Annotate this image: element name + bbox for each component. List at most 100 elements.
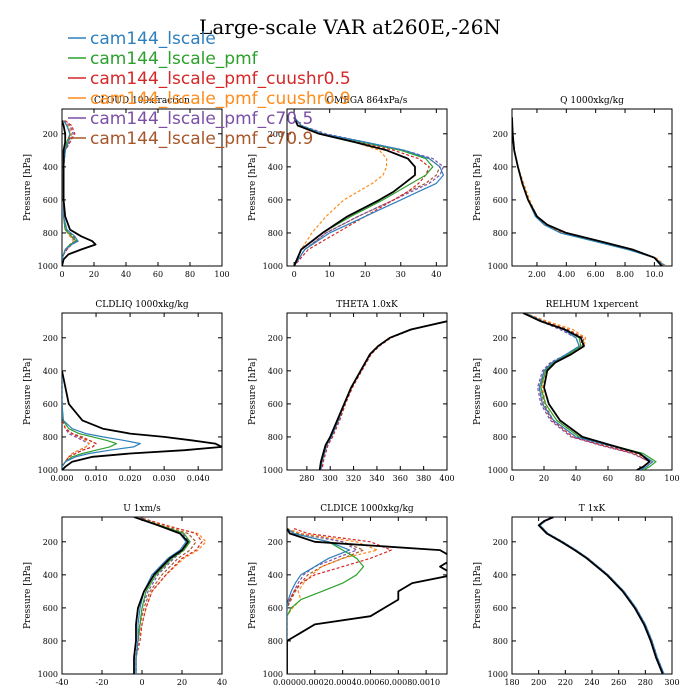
- x-tick-label: 40: [121, 270, 131, 279]
- plot-frame: [511, 312, 673, 471]
- series-line: [135, 517, 191, 674]
- panel-title: CLDLIQ 1000xkg/kg: [95, 300, 189, 310]
- x-tick-label: 380: [416, 474, 431, 483]
- x-tick-label: -40: [56, 678, 69, 687]
- y-tick-label: 1000: [263, 262, 283, 271]
- x-tick-label: 300: [323, 474, 338, 483]
- x-tick-label: 320: [346, 474, 361, 483]
- y-axis-label: Pressure [hPa]: [473, 358, 483, 425]
- x-tick-label: 20: [360, 270, 370, 279]
- x-tick-label: 0.020: [119, 474, 142, 483]
- x-tick-label: 260: [611, 678, 626, 687]
- series-group: [318, 320, 447, 470]
- series-line: [287, 528, 378, 674]
- series-group: [62, 120, 97, 266]
- series-line: [522, 313, 651, 470]
- y-tick-label: 1000: [488, 466, 508, 475]
- x-tick-label: 0: [292, 270, 297, 279]
- series-line: [320, 320, 447, 470]
- x-tick-label: 4.00: [557, 270, 575, 279]
- x-tick-label: 10: [325, 270, 335, 279]
- y-axis-label: Pressure [hPa]: [473, 562, 483, 629]
- x-tick-label: 180: [504, 678, 519, 687]
- x-tick-label: 0.000: [51, 474, 74, 483]
- series-group: [537, 517, 665, 674]
- series-line: [293, 116, 444, 266]
- y-tick-label: 400: [493, 367, 508, 376]
- y-tick-label: 400: [268, 571, 283, 580]
- y-tick-label: 800: [43, 229, 58, 238]
- plot-frame: [61, 108, 223, 267]
- y-tick-label: 400: [493, 571, 508, 580]
- y-tick-label: 600: [43, 400, 58, 409]
- panel-title: CLOUD 100xfraction: [94, 96, 190, 106]
- series-line: [135, 517, 207, 674]
- series-line: [512, 117, 663, 266]
- y-tick-label: 200: [43, 538, 58, 547]
- series-line: [287, 528, 365, 674]
- y-tick-label: 1000: [488, 670, 508, 679]
- series-line: [287, 528, 365, 674]
- x-tick-label: -20: [96, 678, 109, 687]
- series-line: [287, 528, 351, 674]
- y-tick-label: 200: [43, 334, 58, 343]
- x-tick-label: 0.0002: [301, 678, 329, 687]
- panel-2: OMEGA 864xPa/s 200 400 600 800 1000 0 10 20 30 40 P…: [248, 96, 448, 279]
- y-tick-label: 600: [268, 400, 283, 409]
- y-tick-label: 1000: [263, 670, 283, 679]
- x-tick-label: 0.0006: [356, 678, 384, 687]
- series-line: [287, 528, 358, 674]
- x-tick-label: 40: [431, 270, 441, 279]
- panel-7: U 1xm/s 200 400 600 800 1000-40 -20 0 20 40 Pressu…: [23, 504, 227, 687]
- x-tick-label: 0.0008: [384, 678, 412, 687]
- series-line: [135, 517, 197, 674]
- y-tick-label: 800: [493, 637, 508, 646]
- y-tick-label: 200: [268, 130, 283, 139]
- y-tick-label: 800: [268, 433, 283, 442]
- x-tick-label: 200: [531, 678, 546, 687]
- y-tick-label: 800: [268, 229, 283, 238]
- x-tick-label: 300: [664, 678, 679, 687]
- y-axis-label: Pressure [hPa]: [248, 562, 258, 629]
- y-axis-label: Pressure [hPa]: [23, 562, 33, 629]
- x-tick-label: 20: [539, 474, 549, 483]
- x-tick-label: 8.00: [616, 270, 634, 279]
- series-line: [512, 117, 666, 266]
- y-tick-label: 800: [43, 433, 58, 442]
- x-tick-label: 40: [217, 678, 227, 687]
- y-tick-label: 800: [43, 637, 58, 646]
- y-tick-label: 800: [268, 637, 283, 646]
- x-tick-label: 0.0010: [412, 678, 440, 687]
- y-tick-label: 200: [493, 130, 508, 139]
- panel-title: U 1xm/s: [123, 504, 161, 514]
- x-tick-label: 0: [59, 270, 64, 279]
- series-group: [133, 517, 207, 674]
- y-tick-label: 600: [493, 196, 508, 205]
- plot-frame: [286, 312, 448, 471]
- y-tick-label: 1000: [38, 466, 58, 475]
- y-tick-label: 1000: [263, 466, 283, 475]
- x-tick-label: 60: [153, 270, 163, 279]
- y-tick-label: 200: [493, 538, 508, 547]
- panel-title: CLDICE 1000xkg/kg: [320, 504, 414, 514]
- x-tick-label: 0.030: [153, 474, 176, 483]
- panel-title: THETA 1.0xK: [336, 300, 398, 310]
- x-tick-label: 340: [369, 474, 384, 483]
- panel-title: T 1xK: [579, 504, 606, 514]
- panel-title: Q 1000xkg/kg: [560, 96, 624, 106]
- x-tick-label: 10.0: [645, 270, 663, 279]
- x-tick-label: 0: [139, 678, 144, 687]
- y-tick-label: 400: [268, 367, 283, 376]
- y-tick-label: 200: [43, 130, 58, 139]
- y-tick-label: 1000: [38, 262, 58, 271]
- x-tick-label: 40: [571, 474, 581, 483]
- series-line: [512, 117, 666, 266]
- x-tick-label: 0.010: [85, 474, 108, 483]
- series-line: [512, 117, 667, 266]
- legend: cam144_lscalecam144_lscale_pmfcam144_lsc…: [68, 29, 351, 149]
- panel-5: THETA 1.0xK 200 400 600 800 1000 280 300 320 340 3…: [248, 300, 455, 483]
- series-group: [287, 528, 447, 674]
